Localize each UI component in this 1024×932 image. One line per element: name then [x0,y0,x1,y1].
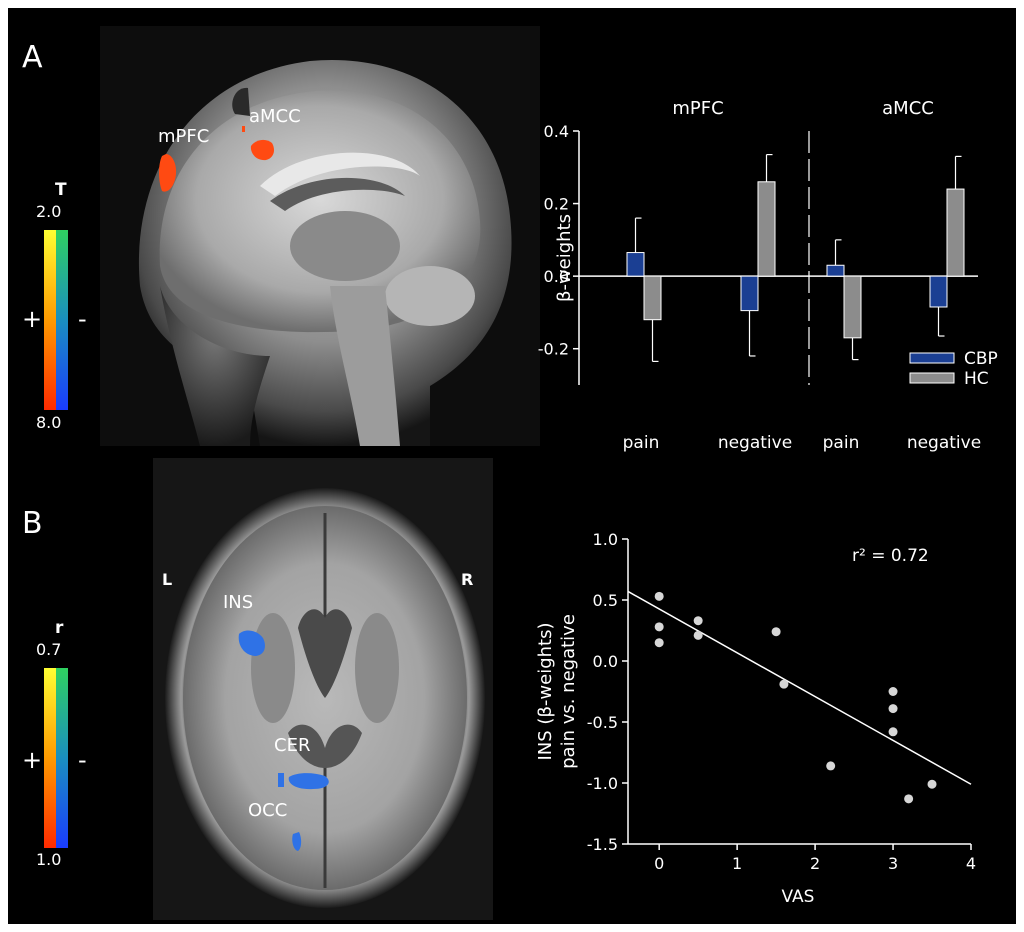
roi-label-cer: CER [274,735,311,756]
roi-label-mpfc: mPFC [158,126,210,147]
category-label: negative [718,433,792,453]
colorbar-a-plus: + [22,305,43,333]
bar-cbp [626,252,645,277]
panel-a-letter: A [22,40,43,75]
bar-cbp [826,264,845,277]
data-point [888,727,898,737]
colorbar-b-plus: + [22,746,43,774]
y-tick-label: 0.5 [593,591,618,610]
data-point [693,630,703,640]
axial-brain-image [153,458,493,920]
x-tick-label: 1 [732,854,742,873]
y-tick-label: 0.0 [544,267,569,286]
x-axis-label: VAS [782,887,815,907]
y-tick-label: -0.5 [587,713,618,732]
colorbar-a-minus: - [78,305,87,333]
colorbar-b [44,668,68,848]
category-label: negative [907,433,981,453]
y-tick-label: -1.5 [587,835,618,854]
data-point [654,622,664,632]
legend-label-hc: HC [964,369,989,389]
data-point [888,687,898,696]
x-tick-label: 3 [888,854,898,873]
bar-hc [643,275,662,321]
sagittal-brain-image [100,26,540,446]
x-tick-label: 4 [966,854,976,873]
data-point [771,627,781,637]
group-title: mPFC [672,98,723,119]
group-title: aMCC [882,98,934,119]
bar-cbp [740,275,759,312]
roi-label-amcc: aMCC [249,106,301,127]
panel-b-letter: B [22,506,43,541]
y-tick-label: 0.0 [593,652,618,671]
data-point [888,704,898,714]
colorbar-a-title: T [55,180,67,200]
colorbar-a-top-label: 2.0 [36,202,62,221]
figure-panel: A [8,8,1016,924]
colorbar-a-bottom-label: 8.0 [36,413,62,432]
y-axis-label-line2: pain vs. negative [558,614,579,769]
colorbar-a [44,230,68,410]
cer-activation-blob [288,773,329,790]
roi-label-occ: OCC [248,800,288,821]
data-point [654,591,664,601]
y-tick-label: 1.0 [593,530,618,549]
bar-hc [843,275,862,339]
y-tick-label: 0.2 [544,195,569,214]
right-hemisphere-marker: R [461,570,474,589]
scatter-chart: 1.0 0.5 0.0 -0.5 -1.0 -1.5 0 1 2 3 4 r² = 0.72 VAS IN… [535,530,976,907]
regression-line [627,590,972,785]
y-tick-label: 0.4 [544,122,569,141]
ins-activation-blob [238,630,265,656]
data-point [654,638,664,648]
r-squared-annotation: r² = 0.72 [852,546,929,566]
colorbar-b-bottom-label: 1.0 [36,850,62,869]
data-point [693,616,703,626]
amcc-activation-blob [250,139,274,161]
occ-activation-blob [292,832,302,851]
y-axis-label: β-weights [554,214,575,302]
colorbar-b-top-label: 0.7 [36,640,62,659]
left-hemisphere-marker: L [162,570,173,589]
y-axis-label-line1: INS (β-weights) [535,622,556,760]
data-point [904,794,914,804]
legend-label-cbp: CBP [964,349,998,369]
y-tick-label: -1.0 [587,774,618,793]
category-label: pain [623,433,660,453]
mpfc-activation-blob [159,154,177,192]
bar-hc [757,181,776,277]
colorbar-b-minus: - [78,746,87,774]
bar-cbp [929,275,948,308]
colorbar-b-title: r [55,618,64,638]
category-label: pain [823,433,860,453]
bar-hc [946,188,965,277]
x-tick-label: 2 [810,854,820,873]
legend-swatch-cbp [909,352,955,364]
roi-label-ins: INS [223,592,254,613]
y-tick-label: -0.2 [538,340,569,359]
legend-swatch-hc [909,372,955,384]
data-point [779,679,789,689]
x-tick-label: 0 [654,854,664,873]
data-point [826,761,836,771]
bar-chart: 0.4 0.2 0.0 -0.2 β-weights mPFC aMCC pain negati… [538,98,998,453]
data-point [927,779,937,789]
